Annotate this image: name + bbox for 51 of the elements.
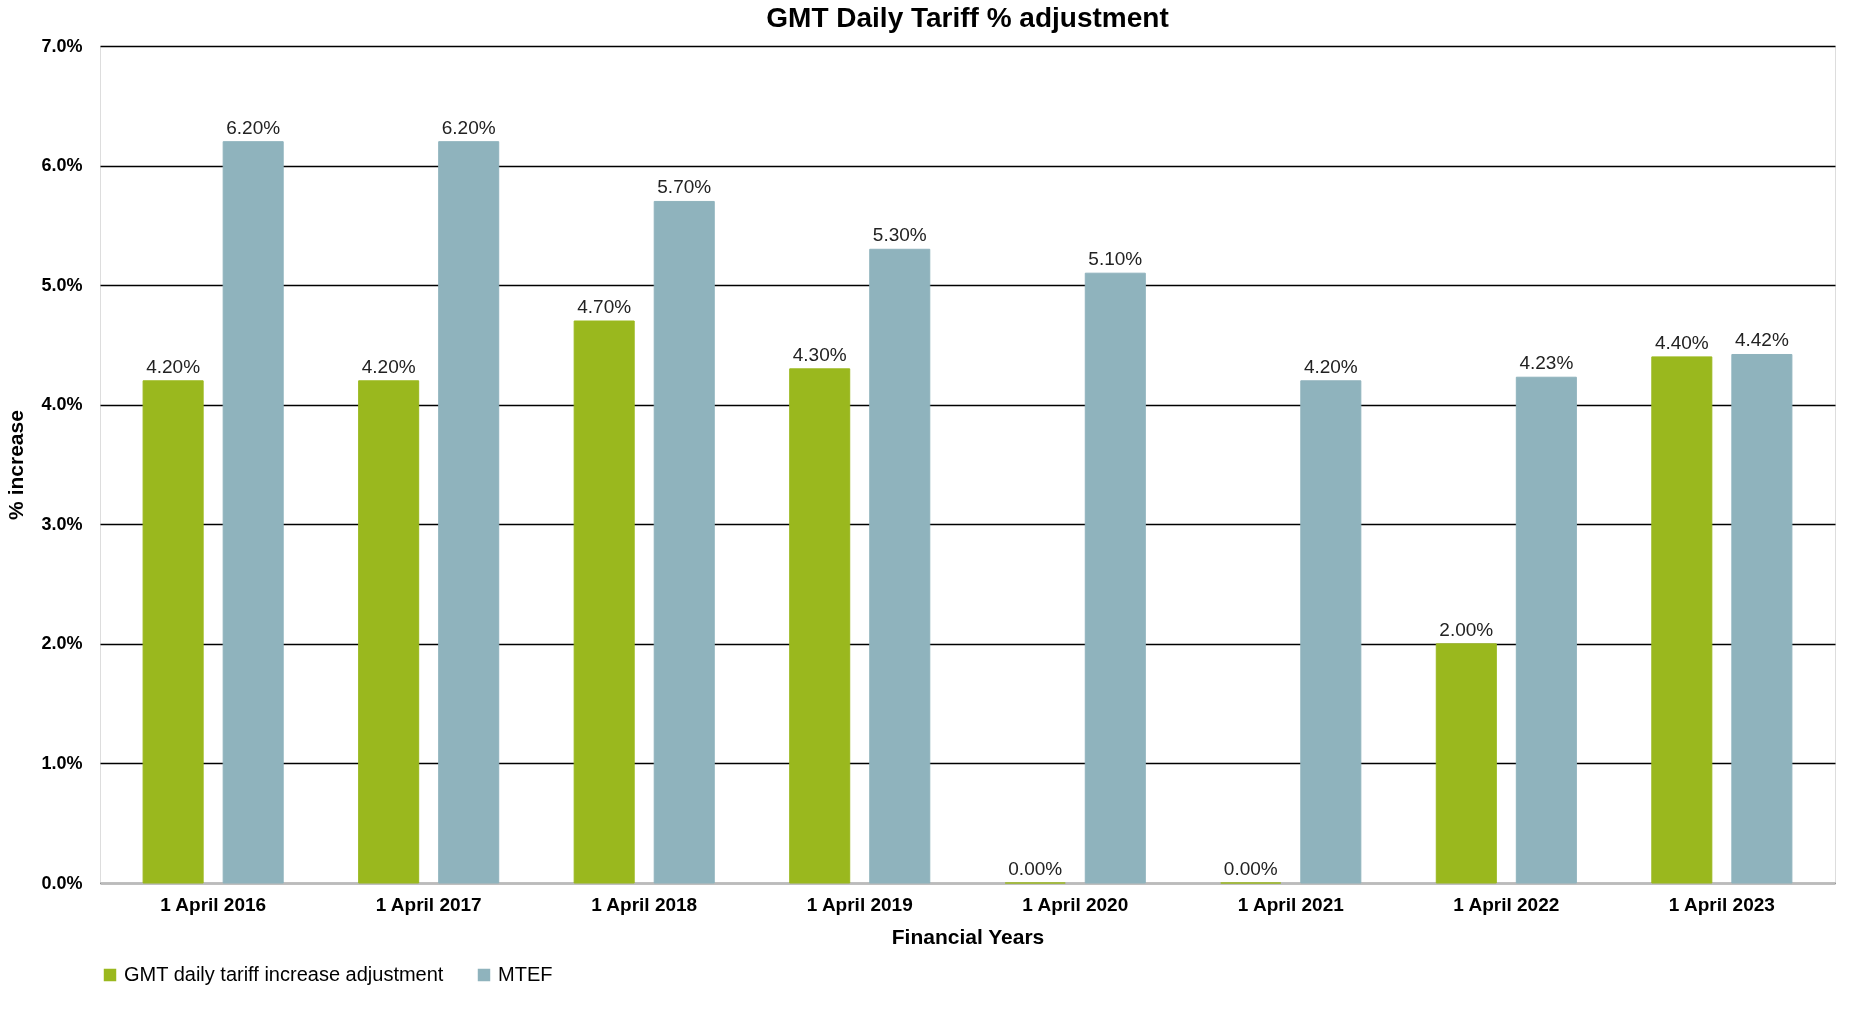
bar	[869, 248, 931, 884]
bar	[1731, 353, 1793, 884]
x-tick-label: 1 April 2017	[375, 893, 482, 915]
data-label: 0.00%	[1008, 858, 1063, 879]
data-label: 5.30%	[872, 224, 927, 246]
data-label: 0.00%	[1223, 858, 1278, 879]
y-tick-label: 5.0%	[41, 274, 83, 295]
y-tick-label: 0.0%	[41, 872, 83, 893]
x-tick-label: 1 April 2023	[1668, 893, 1775, 915]
data-label: 2.00%	[1439, 618, 1494, 640]
bar	[1084, 272, 1146, 884]
y-tick-label: 6.0%	[41, 155, 83, 176]
data-label: 6.20%	[441, 116, 496, 138]
bar	[1651, 356, 1713, 884]
bar	[358, 380, 420, 884]
bar	[789, 368, 851, 884]
x-tick-label: 1 April 2021	[1237, 893, 1345, 915]
y-tick-label: 3.0%	[41, 513, 83, 534]
x-tick-label: 1 April 2022	[1453, 893, 1560, 915]
y-tick-label: 2.0%	[41, 633, 83, 654]
x-tick-label: 1 April 2019	[806, 893, 913, 915]
y-tick-label: 7.0%	[41, 35, 83, 56]
data-label: 4.23%	[1519, 352, 1574, 374]
data-label: 4.70%	[577, 296, 632, 318]
data-label: 4.40%	[1654, 331, 1709, 353]
chart-title: GMT Daily Tariff % adjustment	[766, 2, 1169, 33]
data-label: 4.42%	[1734, 329, 1789, 351]
bar	[653, 200, 715, 884]
bar	[1515, 376, 1577, 884]
y-tick-label: 1.0%	[41, 752, 83, 773]
legend-label: MTEF	[498, 963, 553, 985]
y-axis-title: % increase	[4, 410, 28, 520]
data-label: 5.10%	[1088, 248, 1143, 270]
x-tick-label: 1 April 2016	[160, 893, 267, 915]
y-tick-label: 4.0%	[41, 394, 83, 415]
legend-label: GMT daily tariff increase adjustment	[124, 963, 444, 985]
data-label: 4.30%	[792, 343, 847, 365]
bar	[573, 320, 635, 884]
x-tick-label: 1 April 2018	[591, 893, 698, 915]
data-label: 6.20%	[226, 116, 281, 138]
data-label: 4.20%	[1303, 355, 1358, 377]
bar	[1435, 643, 1497, 884]
data-label: 5.70%	[657, 176, 712, 198]
bar	[222, 141, 284, 884]
bar	[1300, 380, 1362, 884]
x-tick-label: 1 April 2020	[1022, 893, 1129, 915]
data-label: 4.20%	[361, 355, 416, 377]
data-label: 4.20%	[146, 355, 201, 377]
x-axis-title: Financial Years	[891, 924, 1045, 948]
bar	[142, 380, 204, 884]
bar	[438, 141, 500, 884]
